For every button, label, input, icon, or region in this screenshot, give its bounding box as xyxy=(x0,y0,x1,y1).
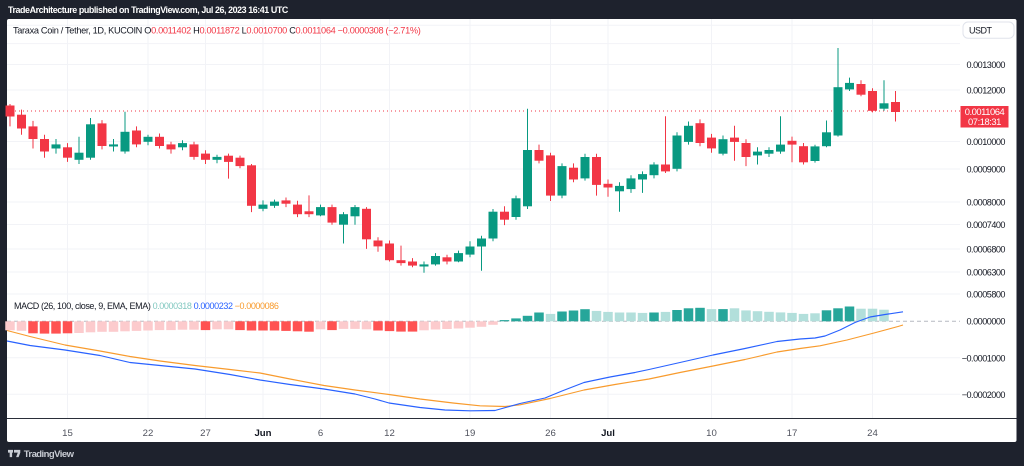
svg-text:Taraxa Coin / Tether, 1D, KUCO: Taraxa Coin / Tether, 1D, KUCOIN O0.0011… xyxy=(13,26,421,36)
svg-text:Jun: Jun xyxy=(254,428,271,439)
svg-text:07:18:31: 07:18:31 xyxy=(968,116,1001,127)
svg-text:17: 17 xyxy=(787,428,798,439)
svg-text:19: 19 xyxy=(465,428,476,439)
svg-text:24: 24 xyxy=(867,428,878,439)
svg-text:0.0006300: 0.0006300 xyxy=(967,268,1006,278)
svg-text:0.0013000: 0.0013000 xyxy=(967,60,1006,70)
svg-text:Jul: Jul xyxy=(601,428,615,439)
svg-text:15: 15 xyxy=(62,428,73,439)
svg-text:10: 10 xyxy=(706,428,717,439)
svg-text:−0.0001000: −0.0001000 xyxy=(962,353,1006,363)
svg-text:26: 26 xyxy=(545,428,556,439)
svg-text:0.0011064: 0.0011064 xyxy=(965,106,1005,117)
svg-text:−0.0002000: −0.0002000 xyxy=(962,390,1006,400)
svg-text:USDT: USDT xyxy=(969,26,993,36)
svg-text:0.0012000: 0.0012000 xyxy=(967,86,1006,96)
svg-text:6: 6 xyxy=(318,428,323,439)
svg-text:TradeArchitecture published on: TradeArchitecture published on TradingVi… xyxy=(8,5,289,15)
svg-text:0.0008000: 0.0008000 xyxy=(967,198,1006,208)
svg-text:0.0009000: 0.0009000 xyxy=(967,165,1006,175)
svg-text:27: 27 xyxy=(200,428,211,439)
svg-text:0.0010000: 0.0010000 xyxy=(967,137,1006,147)
svg-text:0.0000000: 0.0000000 xyxy=(967,317,1006,327)
svg-text:0.0006800: 0.0006800 xyxy=(967,245,1006,255)
svg-text:0.0007400: 0.0007400 xyxy=(967,220,1006,230)
svg-text:12: 12 xyxy=(384,428,395,439)
svg-text:TradingView: TradingView xyxy=(24,449,75,460)
svg-text:22: 22 xyxy=(143,428,154,439)
svg-text:0.0005800: 0.0005800 xyxy=(967,290,1006,300)
svg-text:MACD (26, 100, close, 9, EMA,: MACD (26, 100, close, 9, EMA, EMA) 0.000… xyxy=(14,301,279,311)
